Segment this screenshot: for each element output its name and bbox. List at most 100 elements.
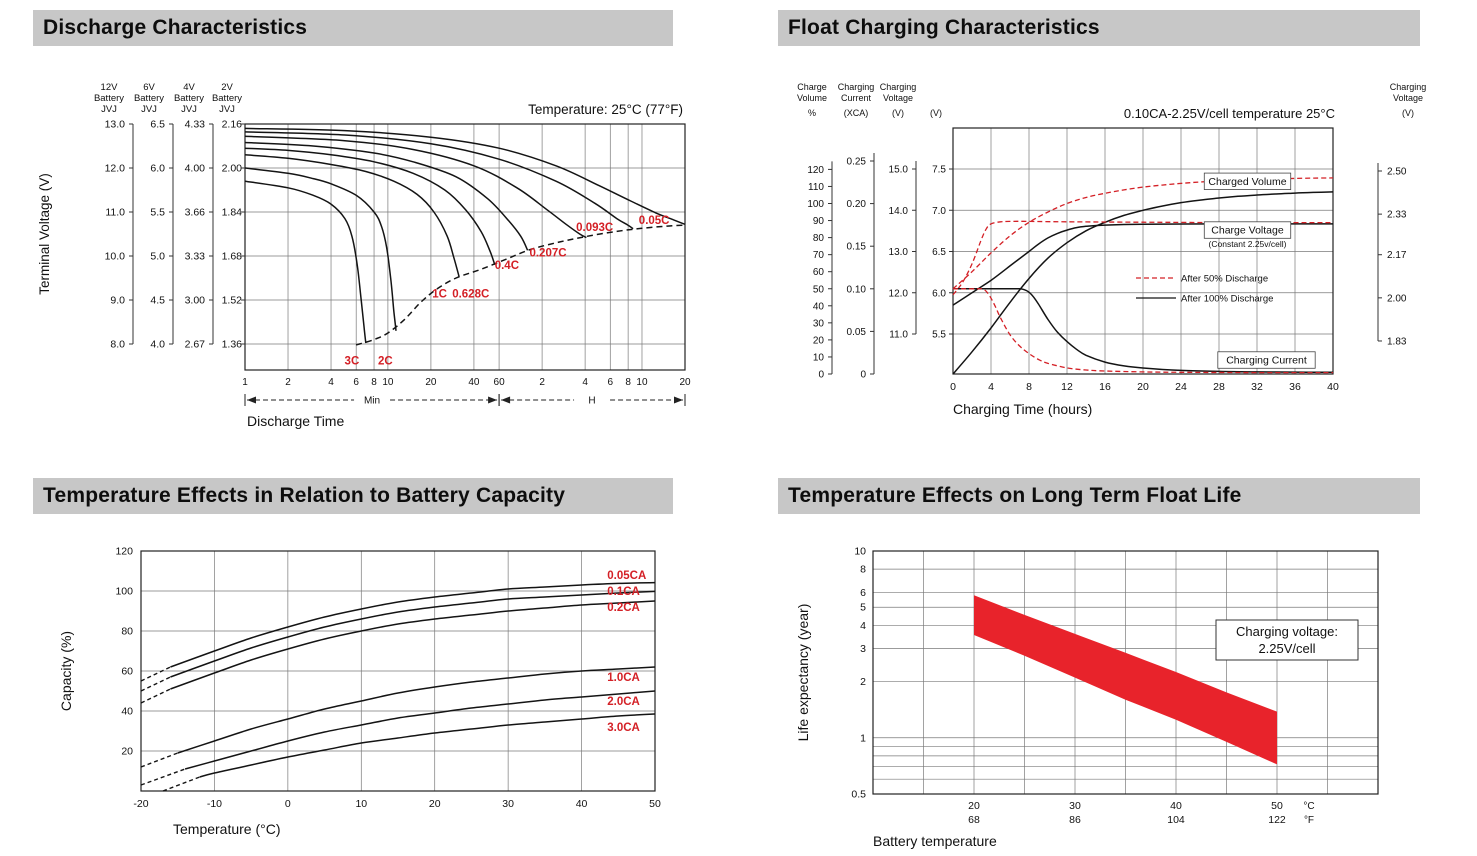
x-tick-fahrenheit: 104 xyxy=(1167,814,1185,826)
rate-label-0.628C: 0.628C xyxy=(452,288,489,300)
x-tick-label: 32 xyxy=(1251,381,1263,393)
scale-header: JVJ xyxy=(101,104,117,115)
x-tick-label: 24 xyxy=(1175,381,1187,393)
scale-tick-label: 11.0 xyxy=(105,207,125,219)
scale-tick-label: 80 xyxy=(813,233,825,244)
scale-tick-label: 5.5 xyxy=(932,330,946,341)
scale-tick-label: 7.0 xyxy=(932,206,946,217)
x-axis-title: Temperature (°C) xyxy=(173,821,281,837)
x-tick-label: 8 xyxy=(1026,381,1032,393)
scale-header: Volume xyxy=(797,93,827,103)
charging-voltage-annotation-line: 2.25V/cell xyxy=(1258,641,1315,656)
x-tick-label: 2 xyxy=(539,377,545,388)
x-tick-label: 8 xyxy=(371,377,377,388)
right-scale-tick-label: 2.17 xyxy=(1387,250,1407,261)
panel-discharge-characteristics: Discharge Characteristics 1 2 4 6 8 10 20 40 60 2… xyxy=(33,10,691,436)
scale-tick-label: 6.5 xyxy=(150,119,165,131)
float-life-band xyxy=(974,595,1277,765)
rate-label-0.4C: 0.4C xyxy=(495,260,519,272)
curve-label: Charge Voltage xyxy=(1211,225,1284,237)
y-axis-title: Capacity (%) xyxy=(58,631,74,711)
scale-tick-label: 13.0 xyxy=(889,247,909,258)
scale-header: % xyxy=(808,108,816,118)
segment-unit-label: Min xyxy=(364,396,380,407)
curve-2.0CA xyxy=(184,690,656,770)
scale-tick-label: 0.15 xyxy=(847,242,867,253)
x-tick-label: 16 xyxy=(1099,381,1111,393)
scale-header: 2V xyxy=(221,82,233,93)
scale-tick-label: 14.0 xyxy=(889,206,909,217)
curve-cutoff-voltage-locus xyxy=(355,224,686,346)
curve-dashed-1.0CA xyxy=(140,752,178,768)
x-tick-label: 1 xyxy=(242,377,248,388)
scale-header: Charging xyxy=(838,82,875,92)
y-tick-label: 80 xyxy=(121,626,133,638)
scale-tick-label: 0.20 xyxy=(847,199,867,210)
x-axis-title: Charging Time (hours) xyxy=(953,401,1092,417)
legend-label: After 100% Discharge xyxy=(1181,294,1273,305)
scale-tick-label: 20 xyxy=(813,335,825,346)
x-tick-label: 10 xyxy=(355,798,367,810)
scale-tick-label: 2.67 xyxy=(185,339,206,351)
rate-label-2.0CA: 2.0CA xyxy=(607,696,640,708)
scale-tick-label: 0.25 xyxy=(847,157,867,168)
rate-label-3C: 3C xyxy=(345,356,360,368)
x-tick-label: 20 xyxy=(429,798,441,810)
scale-tick-label: 11.0 xyxy=(889,330,908,341)
charging-voltage-annotation-box xyxy=(1215,619,1359,661)
right-scale-tick-label: 2.33 xyxy=(1387,210,1407,221)
scale-tick-label: 12.0 xyxy=(889,288,909,299)
charging-voltage-annotation-line: Charging voltage: xyxy=(1236,624,1338,639)
scale-tick-label: 12.0 xyxy=(105,163,126,175)
scale-tick-label: 15.0 xyxy=(889,165,909,176)
scale-tick-label: 3.00 xyxy=(185,295,206,307)
rate-label-2C: 2C xyxy=(378,356,393,368)
x-tick-label: 8 xyxy=(625,377,631,388)
x-tick-celsius: 30 xyxy=(1069,800,1081,812)
curve-1.0CA xyxy=(177,666,656,754)
curve-0.05C xyxy=(244,127,686,226)
right-scale-header: Charging xyxy=(1390,82,1427,92)
x-tick-label: 6 xyxy=(353,377,359,388)
rate-label-0.2CA: 0.2CA xyxy=(607,602,640,614)
scale-header: 4V xyxy=(183,82,195,93)
y-tick-label: 8 xyxy=(860,564,866,576)
x-tick-label: 4 xyxy=(328,377,334,388)
scale-header: Charge xyxy=(797,82,827,92)
curve-charging-current-after-50pct-discharge xyxy=(953,287,1333,374)
section-header-bar: Temperature Effects in Relation to Batte… xyxy=(33,478,673,514)
scale-tick-label: 30 xyxy=(813,318,825,329)
scale-tick-label: 13.0 xyxy=(105,119,126,131)
legend-label: After 50% Discharge xyxy=(1181,274,1268,285)
scale-tick-label: 110 xyxy=(808,182,824,193)
curve-0.05CA xyxy=(170,581,656,668)
segment-arrow-left xyxy=(501,396,511,404)
curve-dashed-0.2CA xyxy=(140,688,171,704)
scale-header: (V) xyxy=(892,108,904,118)
x-tick-label: 50 xyxy=(649,798,661,810)
scale-header: JVJ xyxy=(219,104,235,115)
curve-charge-voltage-after-50pct-discharge xyxy=(952,220,1334,296)
temperature-annotation: Temperature: 25°C (77°F) xyxy=(528,102,683,117)
x-tick-label: 20 xyxy=(425,377,437,388)
scale-tick-label: 8.0 xyxy=(110,339,125,351)
x-tick-label: 10 xyxy=(636,377,648,388)
scale-tick-label: 70 xyxy=(813,250,825,261)
curve-1C xyxy=(244,154,460,277)
curve-label: Charged Volume xyxy=(1208,176,1286,188)
section-title: Discharge Characteristics xyxy=(43,16,308,39)
rate-label-0.093C: 0.093C xyxy=(576,222,613,234)
segment-arrow-left xyxy=(247,396,256,404)
y-tick-label: 40 xyxy=(121,706,133,718)
y-tick-label: 2 xyxy=(860,676,866,688)
curve-3.0CA xyxy=(199,713,656,778)
x-tick-label: 40 xyxy=(468,377,480,388)
curve-label: (Constant 2.25v/cell) xyxy=(1209,239,1287,249)
scale-header: Battery xyxy=(212,93,242,104)
x-tick-label: 0 xyxy=(285,798,291,810)
curve-0.2CA xyxy=(170,600,656,690)
curve-label-box xyxy=(1217,351,1316,369)
scale-tick-label: 5.0 xyxy=(150,251,165,263)
x-tick-label: 0 xyxy=(950,381,956,393)
scale-tick-label: 1.68 xyxy=(222,251,243,263)
